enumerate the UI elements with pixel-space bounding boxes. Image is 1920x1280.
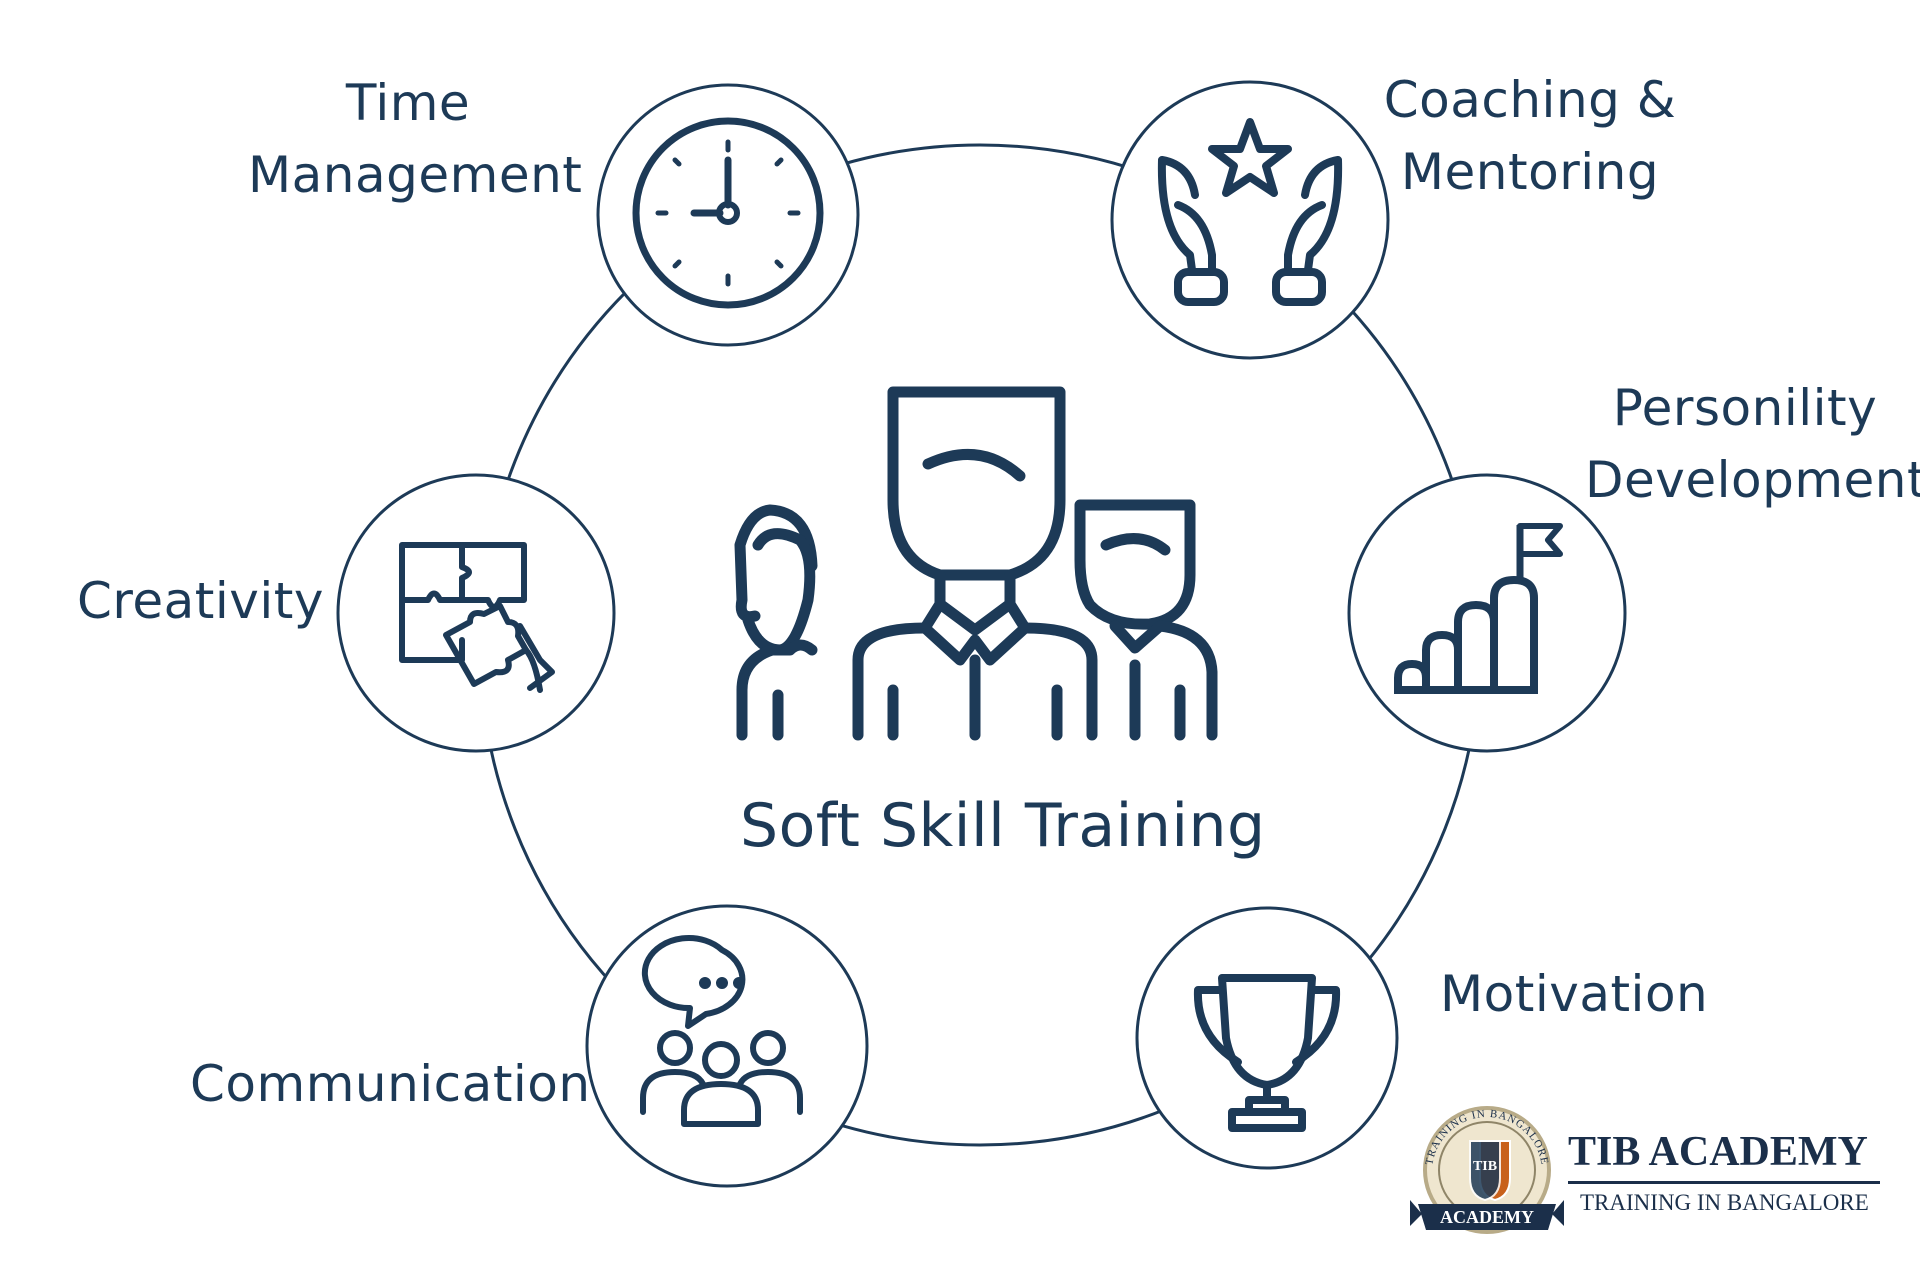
seal-ribbon-text: ACADEMY bbox=[1440, 1207, 1534, 1227]
label-line: Communication bbox=[190, 1055, 591, 1113]
node-circle-motivation bbox=[1135, 906, 1399, 1170]
label-line: Management bbox=[248, 146, 583, 204]
label-line: Creativity bbox=[77, 572, 324, 630]
label-line: Mentoring bbox=[1400, 143, 1660, 201]
label-motivation: Motivation bbox=[1440, 958, 1708, 1030]
label-line: Personility bbox=[1612, 379, 1878, 437]
tib-academy-seal bbox=[1410, 1106, 1564, 1234]
brand-tagline: TRAINING IN BANGALORE bbox=[1580, 1190, 1869, 1215]
label-personality-development: Personility Development bbox=[1585, 372, 1920, 516]
growth-steps-flag-icon bbox=[1394, 523, 1563, 694]
clock-icon bbox=[632, 117, 824, 309]
label-creativity: Creativity bbox=[77, 565, 324, 637]
brand-name: TIB ACADEMY bbox=[1568, 1129, 1868, 1175]
label-line: Time bbox=[345, 74, 471, 132]
team-people-icon bbox=[734, 386, 1218, 741]
label-coaching-mentoring: Coaching & Mentoring bbox=[1380, 64, 1680, 208]
label-line: Coaching & bbox=[1383, 71, 1677, 129]
label-communication: Communication bbox=[190, 1048, 591, 1120]
node-circle-personality-development bbox=[1347, 473, 1627, 753]
hands-star-icon bbox=[1157, 118, 1343, 306]
trophy-icon bbox=[1193, 974, 1341, 1132]
label-time-management: Time Management bbox=[248, 67, 583, 211]
seal-center-text: TIB bbox=[1473, 1159, 1497, 1174]
center-title: Soft Skill Training bbox=[740, 791, 1266, 861]
group-chat-icon bbox=[640, 935, 803, 1127]
brand-divider bbox=[1568, 1181, 1880, 1184]
label-line: Motivation bbox=[1440, 965, 1709, 1023]
puzzle-hand-icon bbox=[399, 542, 555, 693]
label-line: Development bbox=[1585, 451, 1920, 509]
